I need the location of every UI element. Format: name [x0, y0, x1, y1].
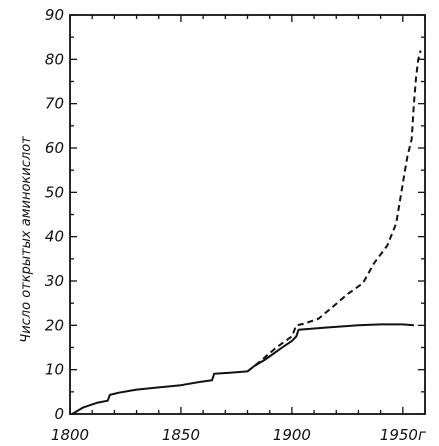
x-tick-label: 1950г: [380, 426, 426, 444]
y-tick-label: 50: [45, 183, 64, 201]
y-tick-label: 30: [45, 272, 64, 290]
series-line-dashed: [246, 50, 422, 373]
x-tick-label: 1900: [273, 426, 311, 444]
y-tick-label: 70: [45, 95, 64, 113]
y-tick-label: 40: [45, 228, 64, 246]
x-tick-label: 1800: [51, 426, 89, 444]
y-tick-label: 60: [45, 139, 64, 157]
plot-border: [69, 14, 426, 415]
tick-marks: [69, 14, 426, 415]
series-line-solid: [71, 323, 414, 415]
plot-frame: [69, 14, 426, 415]
y-tick-label: 80: [45, 50, 64, 68]
x-tick-label: 1850: [162, 426, 200, 444]
y-axis-label: Число открытых аминокислот: [19, 136, 34, 343]
y-tick-label: 90: [45, 6, 64, 24]
y-tick-label: 20: [45, 316, 64, 334]
y-tick-label: 0: [54, 405, 64, 423]
series-lines: [71, 50, 422, 415]
y-tick-label: 10: [45, 361, 64, 379]
tick-labels: 0 10 20 30 40 50 60 70 80 90 1800 1850 1900 1950г: [45, 6, 426, 444]
